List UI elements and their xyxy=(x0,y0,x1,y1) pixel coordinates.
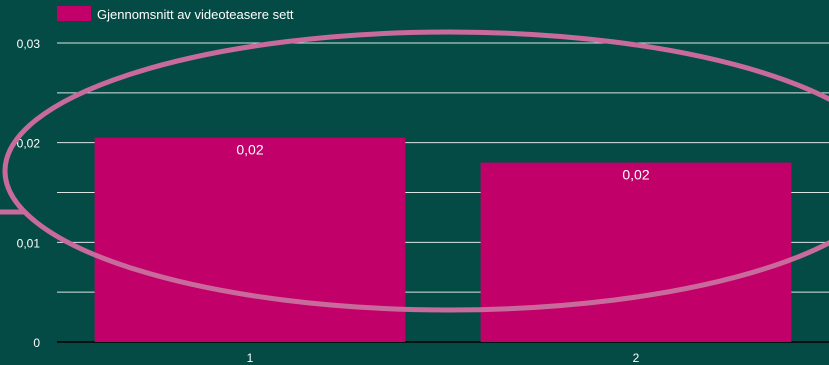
y-tick-label: 0 xyxy=(33,336,40,350)
annotation-layer xyxy=(0,29,829,313)
highlight-ellipse xyxy=(2,29,829,313)
x-tick-label: 1 xyxy=(247,351,254,365)
y-tick-label: 0,03 xyxy=(17,37,41,51)
x-tick-label: 2 xyxy=(633,351,640,365)
legend-swatch xyxy=(57,6,91,21)
legend-label: Gjennomsnitt av videoteasere sett xyxy=(97,7,294,22)
bar xyxy=(480,162,792,342)
bars: 0,02 0,02 xyxy=(94,137,792,342)
bar xyxy=(94,137,406,342)
y-tick-label: 0,01 xyxy=(17,236,41,250)
y-tick-label: 0,02 xyxy=(17,137,41,151)
y-axis-tick-labels: 0 0,01 0,02 0,03 xyxy=(17,37,41,350)
bar-data-label: 0,02 xyxy=(622,167,649,183)
bar-data-label: 0,02 xyxy=(236,142,263,158)
legend: Gjennomsnitt av videoteasere sett xyxy=(57,6,294,22)
